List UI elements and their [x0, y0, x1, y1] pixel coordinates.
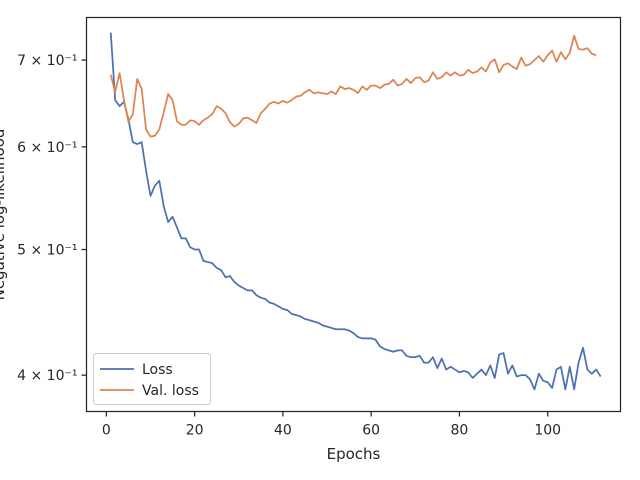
series-line-val-loss	[109, 34, 597, 138]
x-tick-label: 0	[102, 423, 111, 439]
legend-label-val-loss: Val. loss	[142, 383, 199, 399]
x-tick-label: 20	[186, 423, 204, 439]
x-tick-label: 80	[451, 423, 469, 439]
y-axis-label: Negative log-likelihood	[0, 129, 8, 301]
ticks-layer: 0 20 40 60 80 100 4 × 10⁻¹ 5 × 10⁻¹ 6 × 10⁻¹ 7 × …	[17, 53, 561, 438]
y-tick-label: 5 × 10⁻¹	[17, 243, 77, 259]
y-tick-label: 7 × 10⁻¹	[17, 53, 77, 69]
series-line-loss	[109, 32, 602, 391]
series-layer	[109, 32, 602, 391]
legend: Loss Val. loss	[93, 353, 211, 405]
y-tick-label: 4 × 10⁻¹	[17, 368, 77, 384]
y-tick-label: 6 × 10⁻¹	[17, 140, 77, 156]
x-axis-label: Epochs	[327, 445, 381, 463]
legend-label-loss: Loss	[142, 362, 173, 378]
legend-box	[93, 353, 211, 405]
plot-frame	[85, 16, 622, 413]
x-tick-label: 40	[274, 423, 292, 439]
x-tick-label: 60	[362, 423, 380, 439]
x-tick-label: 100	[534, 423, 561, 439]
